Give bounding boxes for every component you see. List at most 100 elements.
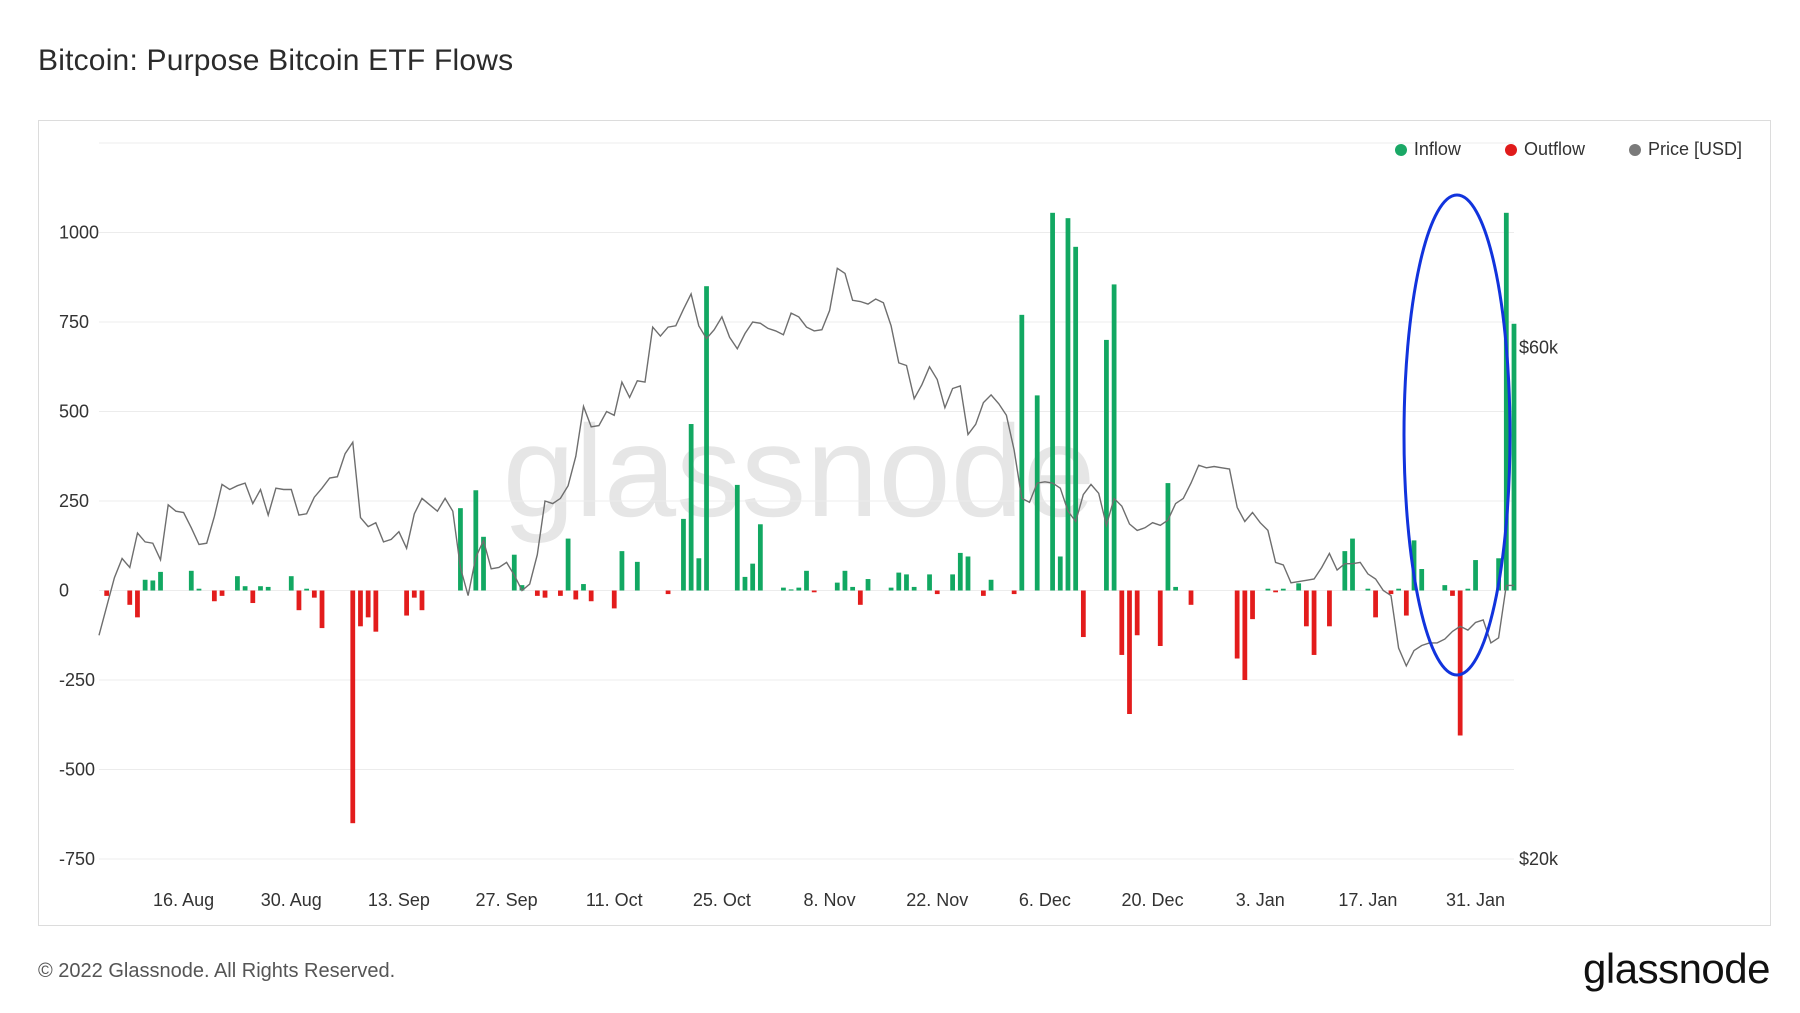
outflow-bar: [857, 590, 863, 605]
inflow-bar: [1365, 588, 1371, 591]
inflow-bar: [1442, 585, 1448, 591]
inflow-bar: [1503, 212, 1509, 591]
y-tick-label: -750: [59, 849, 95, 869]
outflow-bar: [1457, 590, 1463, 736]
inflow-bar: [1034, 395, 1040, 591]
inflow-bar: [1065, 218, 1071, 591]
outflow-bar: [411, 590, 417, 598]
inflow-bar: [481, 536, 486, 591]
inflow-bar: [511, 554, 517, 591]
outflow-bar: [250, 590, 256, 604]
inflow-bar: [742, 576, 748, 591]
outflow-bar: [219, 590, 225, 596]
outflow-bar: [404, 590, 409, 616]
inflow-bar: [681, 518, 686, 591]
outflow-bar: [1273, 590, 1278, 593]
outflow-bar: [311, 590, 317, 598]
x-tick-label: 27. Sep: [476, 890, 538, 910]
outflow-bar: [1127, 590, 1132, 715]
outflow-bar: [1311, 590, 1317, 655]
legend-label-price: Price [USD]: [1647, 139, 1742, 159]
outflow-bar: [611, 590, 617, 609]
inflow-bar: [565, 538, 571, 591]
x-tick-label: 20. Dec: [1122, 890, 1184, 910]
inflow-bar: [188, 570, 194, 591]
outflow-bar: [1011, 590, 1017, 595]
inflow-bar: [1350, 538, 1355, 591]
legend-item-inflow[interactable]: Inflow: [1394, 139, 1461, 160]
inflow-bar: [804, 570, 809, 591]
inflow-bar: [142, 579, 148, 591]
inflow-bar: [688, 424, 694, 591]
x-tick-label: 22. Nov: [906, 890, 968, 910]
outflow-bar: [1450, 590, 1455, 596]
legend-label-outflow: Outflow: [1523, 139, 1585, 159]
inflow-bar: [704, 286, 709, 591]
inflow-bar: [519, 585, 525, 591]
inflow-bar: [473, 490, 479, 591]
outflow-bar: [1119, 590, 1125, 655]
outflow-bar: [588, 590, 594, 602]
inflow-bar: [911, 586, 917, 591]
x-tick-label: 31. Jan: [1446, 890, 1505, 910]
inflow-bar: [842, 570, 848, 591]
inflow-bar: [1019, 314, 1025, 591]
outflow-bar: [373, 590, 379, 632]
inflow-bar: [158, 571, 163, 591]
outflow-bar: [1134, 590, 1140, 636]
inflow-bar: [235, 576, 240, 591]
inflow-bar: [619, 551, 625, 591]
outflow-bar: [127, 590, 133, 605]
glassnode-logo: glassnode: [1583, 945, 1770, 992]
watermark-text: glassnode: [503, 398, 1096, 544]
outflow-bar: [319, 590, 325, 629]
inflow-bar: [888, 587, 894, 591]
y-tick-label: 0: [59, 581, 69, 601]
outflow-bar: [365, 590, 371, 618]
inflow-bar: [150, 580, 156, 591]
inflow-bar: [258, 586, 263, 591]
outflow-bar: [542, 590, 548, 598]
inflow-bar: [458, 508, 463, 591]
outflow-bar: [1250, 590, 1255, 620]
x-tick-label: 13. Sep: [368, 890, 430, 910]
outflow-bar: [350, 590, 356, 824]
outflow-bar: [1388, 590, 1394, 595]
outflow-bar: [980, 590, 986, 596]
price-dot-icon: [1628, 143, 1641, 156]
inflow-bar: [1511, 323, 1517, 591]
outflow-bar: [358, 590, 363, 627]
legend-item-outflow[interactable]: Outflow: [1504, 139, 1585, 160]
inflow-bar: [1496, 558, 1502, 591]
price-tick-label: $60k: [1519, 338, 1559, 358]
outflow-bar: [1403, 590, 1409, 616]
inflow-bar: [581, 584, 586, 591]
inflow-bar: [1342, 551, 1348, 591]
inflow-bar: [1419, 569, 1425, 591]
outflow-bar: [1242, 590, 1248, 680]
inflow-bar: [1111, 284, 1117, 591]
legend-item-price[interactable]: Price [USD]: [1628, 139, 1742, 160]
inflow-bar: [1104, 339, 1109, 591]
outflow-bar: [296, 590, 302, 611]
inflow-bar: [904, 574, 909, 591]
copyright-text: © 2022 Glassnode. All Rights Reserved.: [38, 960, 396, 982]
outflow-bar: [419, 590, 425, 611]
inflow-bar: [950, 574, 955, 591]
inflow-bar: [988, 579, 994, 591]
inflow-bar: [896, 572, 902, 591]
inflow-bar: [265, 586, 271, 591]
inflow-dot-icon: [1394, 143, 1407, 156]
inflow-bar: [1050, 212, 1055, 591]
inflow-bar: [788, 589, 794, 591]
y-tick-label: 1000: [59, 223, 99, 243]
outflow-bar: [1080, 590, 1086, 638]
inflow-bar: [957, 552, 963, 591]
inflow-bar: [1265, 588, 1271, 591]
outflow-bar: [1303, 590, 1309, 627]
outflow-bar: [534, 590, 540, 596]
inflow-bar: [750, 563, 756, 591]
highlight-ellipse: [1402, 193, 1512, 677]
outflow-bar: [811, 590, 817, 593]
outflow-bar: [135, 590, 140, 618]
